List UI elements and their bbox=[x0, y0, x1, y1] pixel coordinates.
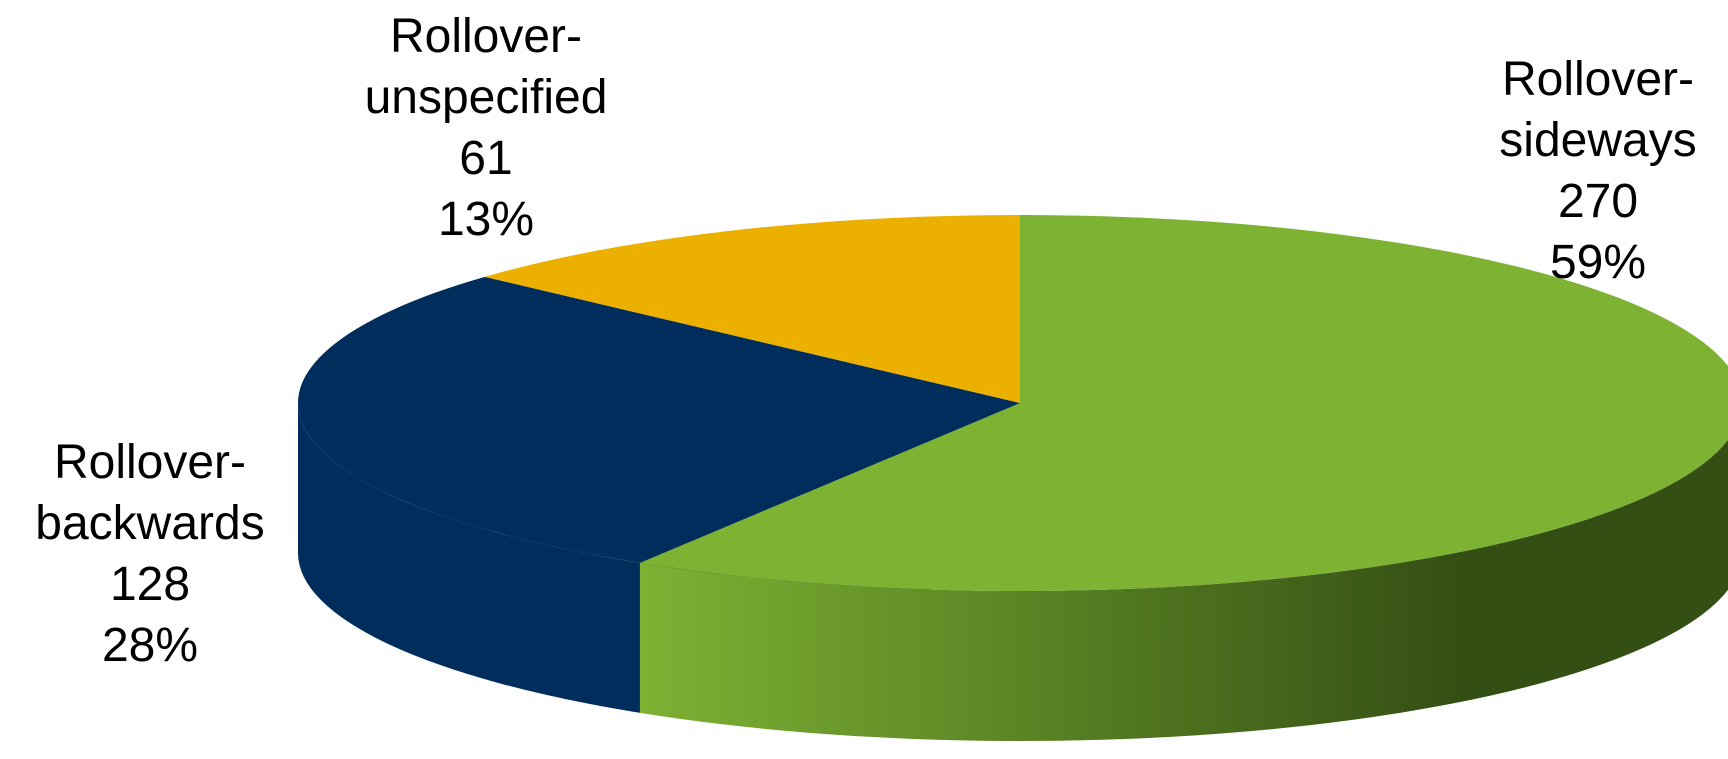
slice-label-value: 61 bbox=[459, 132, 512, 185]
slice-label-name: Rollover- bbox=[54, 436, 246, 489]
slice-label: Rollover-unspecified 61 13% bbox=[365, 10, 608, 246]
slice-label-value: 128 bbox=[110, 558, 190, 611]
slice-label-name: Rollover- bbox=[390, 10, 582, 63]
pie-slice bbox=[297, 276, 1020, 563]
slice-label: Rollover-backwards 128 28% bbox=[35, 436, 264, 672]
slice-label-percent: 59% bbox=[1550, 236, 1646, 289]
slice-label: Rollover-sideways 270 59% bbox=[1499, 53, 1696, 289]
slice-label-name: sideways bbox=[1499, 114, 1696, 167]
pie-slice bbox=[639, 215, 1728, 591]
slice-label-name: Rollover- bbox=[1502, 53, 1694, 106]
pie-slice bbox=[484, 215, 1020, 403]
pie-top-faces bbox=[297, 215, 1728, 591]
slice-label-value: 270 bbox=[1558, 175, 1638, 228]
slice-side-wall bbox=[639, 439, 1728, 742]
slice-label-name: unspecified bbox=[365, 71, 608, 124]
slice-labels: Rollover-sideways 270 59% Rollover-backward… bbox=[35, 10, 1696, 672]
slice-label-percent: 13% bbox=[438, 193, 534, 246]
slice-label-percent: 28% bbox=[102, 619, 198, 672]
slice-side-wall bbox=[298, 403, 640, 713]
slice-label-name: backwards bbox=[35, 497, 264, 550]
